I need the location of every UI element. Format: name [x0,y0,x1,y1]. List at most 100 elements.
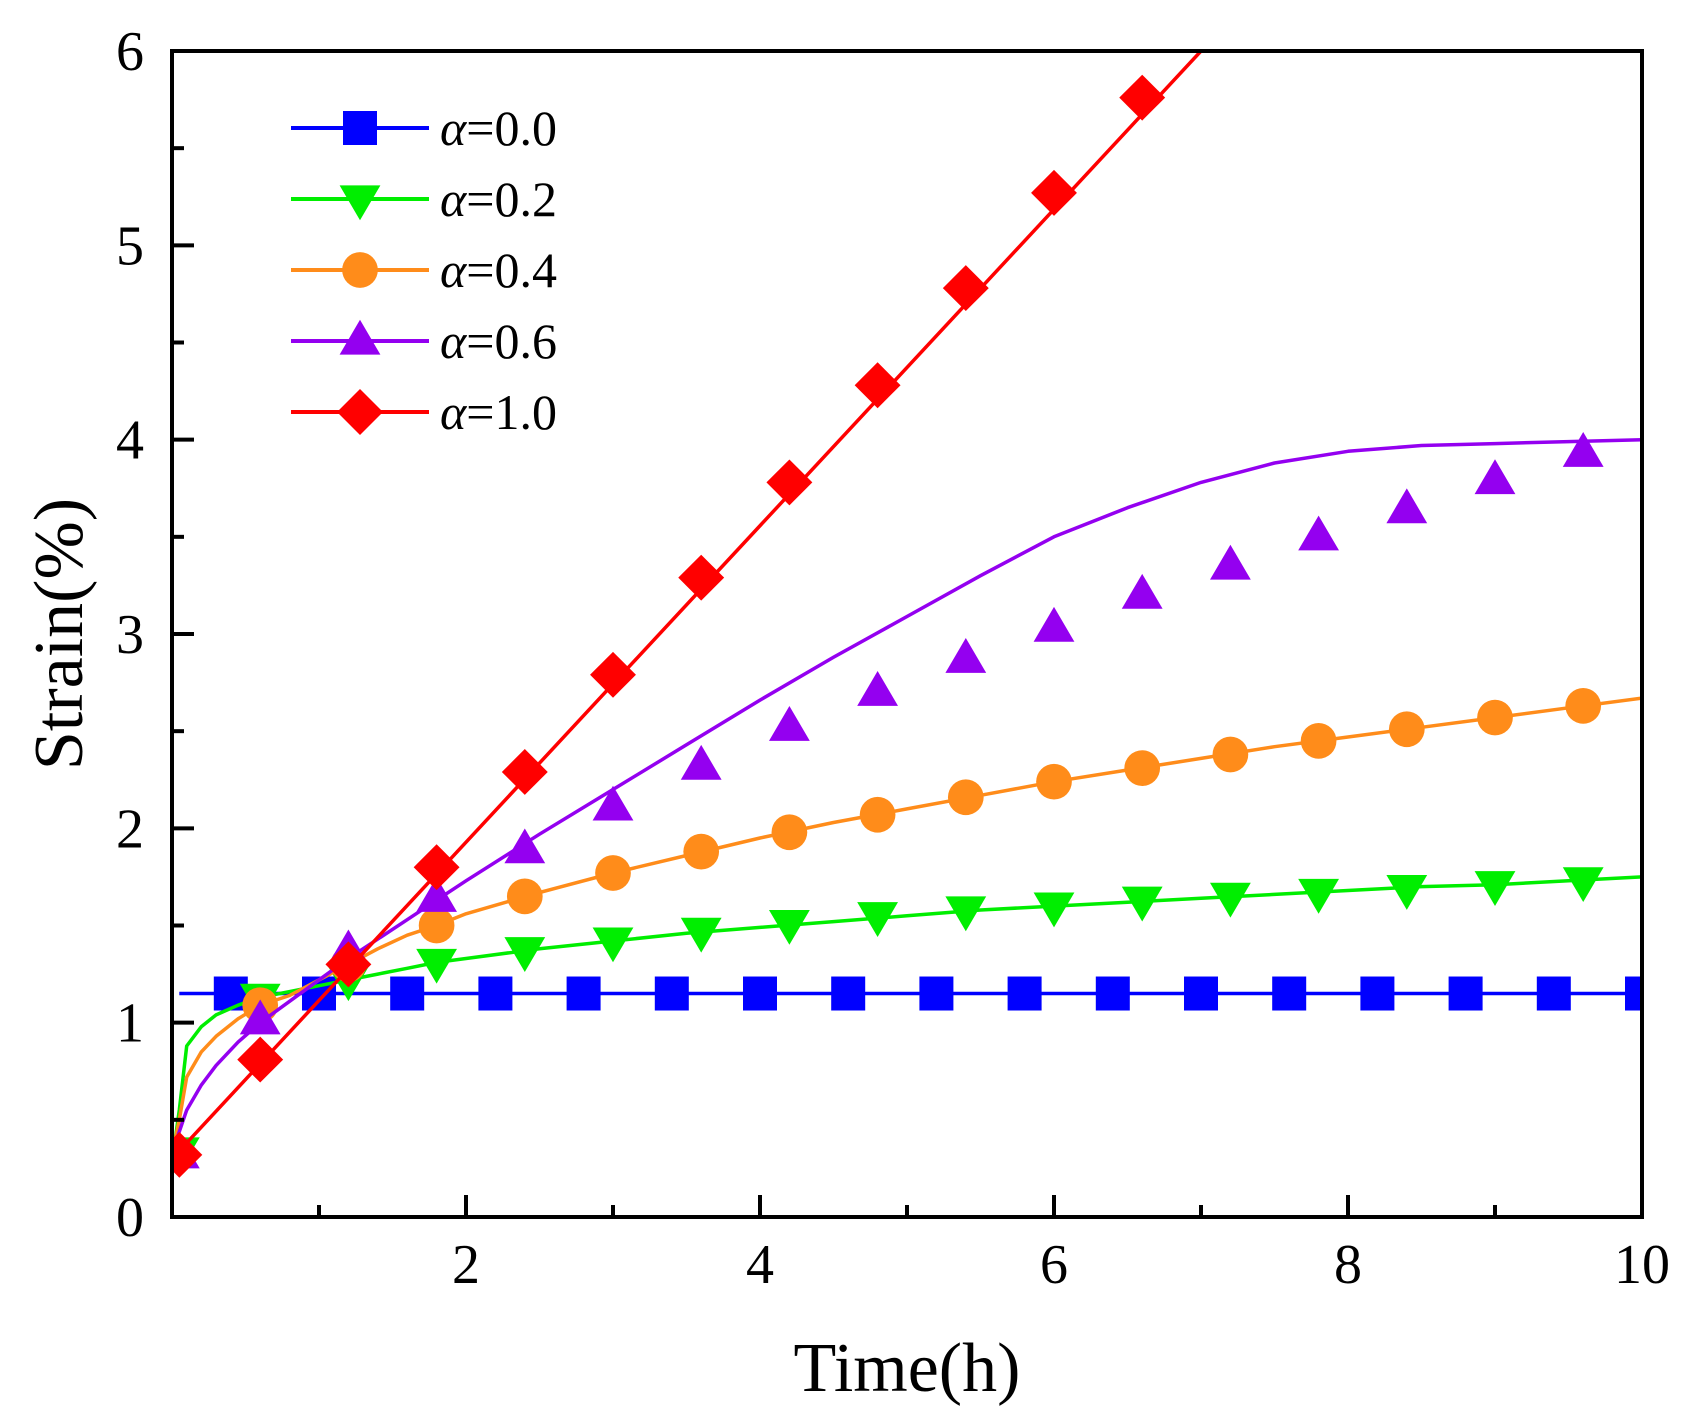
legend-label: α=1.0 [440,384,557,440]
data-point-3-16 [1562,432,1604,467]
data-point-2-10 [1124,750,1161,786]
legend-item-2: α=0.4 [291,242,557,298]
legend-symbol: α [440,313,468,369]
series-1 [172,867,1642,1173]
data-point-0-10 [1095,976,1130,1011]
data-point-1-16 [1562,867,1604,903]
data-point-0-11 [1184,976,1218,1011]
data-point-2-4 [595,855,631,891]
y-tick-label: 4 [116,410,144,472]
data-point-0-16 [1625,976,1642,1011]
data-point-3-3 [416,877,457,912]
legend-symbol: α [440,100,468,156]
y-tick-label: 6 [116,21,144,83]
data-point-0-7 [831,976,866,1011]
y-tick-label: 0 [116,1187,144,1249]
x-tick-label: 8 [1334,1234,1362,1296]
data-point-2-14 [1477,699,1513,736]
data-point-3-1 [239,999,281,1035]
data-point-0-8 [919,976,954,1011]
data-point-3-5 [592,785,634,821]
legend-item-0: α=0.0 [291,100,557,156]
data-point-4-4 [501,749,548,795]
legend: α=0.0α=0.2α=0.4α=0.6α=1.0 [291,100,557,440]
data-point-0-5 [654,976,689,1011]
data-point-4-9 [942,265,989,312]
data-point-1-9 [945,896,987,932]
data-point-2-11 [1212,736,1249,773]
data-point-4-1 [237,1036,284,1083]
legend-symbol: α [440,242,468,298]
y-tick-label: 2 [116,798,144,860]
data-point-1-10 [1033,892,1075,928]
data-point-4-10 [1031,169,1077,216]
data-point-4-6 [678,554,725,601]
data-point-0-12 [1272,976,1307,1011]
data-point-2-12 [1300,723,1337,759]
data-point-3-15 [1474,459,1516,495]
data-point-3-6 [680,744,722,780]
data-point-0-6 [743,976,777,1011]
data-point-0-14 [1448,976,1483,1011]
data-point-1-8 [857,902,898,938]
legend-marker [337,389,383,435]
data-point-4-11 [1119,74,1166,121]
data-point-1-5 [592,927,634,963]
data-point-2-3 [506,878,543,915]
legend-marker [339,185,381,221]
data-point-4-3 [413,844,460,891]
data-point-0-2 [390,976,425,1011]
data-point-1-6 [680,917,722,953]
data-point-2-15 [1565,688,1602,724]
data-point-3-11 [1121,573,1163,609]
data-point-3-10 [1033,606,1075,642]
data-point-3-4 [504,828,546,864]
data-point-4-0 [172,1131,203,1178]
data-point-4-8 [854,362,901,409]
x-tick-label: 6 [1040,1234,1068,1296]
legend-label: α=0.4 [440,242,557,298]
y-tick-label: 5 [116,215,144,277]
data-point-2-9 [1036,763,1072,800]
legend-value: =1.0 [466,384,557,440]
data-point-1-11 [1121,886,1163,922]
data-point-1-7 [769,909,810,945]
data-point-0-4 [566,976,601,1011]
series-4 [172,51,1203,1178]
data-point-3-13 [1298,515,1339,551]
legend-label: α=0.0 [440,100,557,156]
data-point-0-3 [478,976,513,1011]
data-point-4-2 [325,941,372,988]
data-point-0-13 [1360,976,1395,1011]
data-point-1-15 [1474,871,1516,906]
data-point-0-15 [1536,976,1571,1011]
data-point-2-5 [683,833,720,870]
data-point-2-6 [771,814,808,851]
legend-value: =0.0 [466,100,557,156]
legend-item-3: α=0.6 [291,313,557,369]
data-point-3-14 [1386,488,1428,524]
data-point-1-3 [416,948,457,984]
legend-label: α=0.6 [440,313,557,369]
series-0 [179,976,1642,1011]
data-point-1-4 [504,937,546,973]
legend-marker [339,319,381,355]
data-point-1-14 [1386,874,1428,910]
data-point-2-2 [418,907,455,944]
data-point-0-9 [1007,976,1042,1011]
series-line-1 [172,875,1642,1163]
x-tick-label: 2 [452,1234,480,1296]
axes-layer: 2 4 6 8 10 0 1 2 3 4 5 6 [116,21,1670,1296]
y-axis-title: Strain(%) [21,498,98,770]
data-point-1-12 [1210,882,1251,918]
legend-item-4: α=1.0 [291,384,557,440]
data-point-3-8 [857,671,898,706]
legend-marker [342,252,378,288]
series-layer [172,51,1642,1178]
legend-label: α=0.2 [440,171,557,227]
legend-value: =0.6 [466,313,557,369]
series-line-2 [172,696,1642,1156]
x-tick-label: 10 [1614,1234,1670,1296]
data-point-1-13 [1298,878,1339,914]
